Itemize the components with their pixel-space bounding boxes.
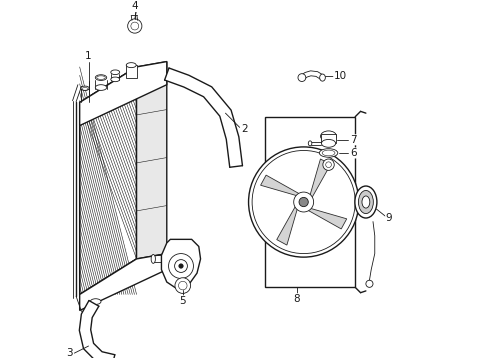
Circle shape xyxy=(299,197,308,207)
Ellipse shape xyxy=(319,74,325,81)
Ellipse shape xyxy=(111,77,120,82)
Circle shape xyxy=(179,264,183,268)
Text: 6: 6 xyxy=(350,148,357,158)
Ellipse shape xyxy=(90,299,101,305)
Polygon shape xyxy=(277,206,297,245)
Text: 3: 3 xyxy=(66,348,73,358)
Polygon shape xyxy=(265,117,355,287)
Polygon shape xyxy=(161,239,200,289)
Text: 9: 9 xyxy=(386,213,392,223)
Ellipse shape xyxy=(362,196,370,208)
Text: 10: 10 xyxy=(334,71,347,81)
Text: 4: 4 xyxy=(131,1,138,12)
Ellipse shape xyxy=(355,186,377,218)
Polygon shape xyxy=(80,67,137,294)
Ellipse shape xyxy=(96,85,107,90)
Polygon shape xyxy=(308,208,347,229)
Ellipse shape xyxy=(126,63,136,68)
Circle shape xyxy=(252,150,355,253)
Ellipse shape xyxy=(321,139,336,147)
Circle shape xyxy=(298,74,306,81)
Ellipse shape xyxy=(96,75,107,80)
Ellipse shape xyxy=(319,149,338,157)
Bar xyxy=(321,135,336,143)
Ellipse shape xyxy=(320,131,337,141)
Polygon shape xyxy=(80,62,167,126)
Polygon shape xyxy=(80,253,167,310)
Ellipse shape xyxy=(111,70,120,75)
Ellipse shape xyxy=(358,190,373,213)
Circle shape xyxy=(175,278,191,293)
Circle shape xyxy=(248,147,359,257)
Ellipse shape xyxy=(81,86,89,90)
Ellipse shape xyxy=(308,141,312,146)
Circle shape xyxy=(294,192,314,212)
Polygon shape xyxy=(261,175,300,196)
Circle shape xyxy=(128,19,142,33)
Circle shape xyxy=(366,280,373,287)
Polygon shape xyxy=(300,71,324,80)
Circle shape xyxy=(169,253,194,279)
Polygon shape xyxy=(165,68,243,167)
Text: 1: 1 xyxy=(85,51,92,61)
Polygon shape xyxy=(80,67,137,294)
Bar xyxy=(126,65,137,78)
Circle shape xyxy=(323,159,334,170)
Text: 7: 7 xyxy=(350,135,357,145)
Text: 2: 2 xyxy=(242,124,248,134)
Polygon shape xyxy=(79,301,115,360)
Text: 5: 5 xyxy=(179,296,186,306)
Ellipse shape xyxy=(151,255,155,264)
Polygon shape xyxy=(137,62,167,259)
Polygon shape xyxy=(310,159,331,198)
Text: 8: 8 xyxy=(293,294,300,304)
